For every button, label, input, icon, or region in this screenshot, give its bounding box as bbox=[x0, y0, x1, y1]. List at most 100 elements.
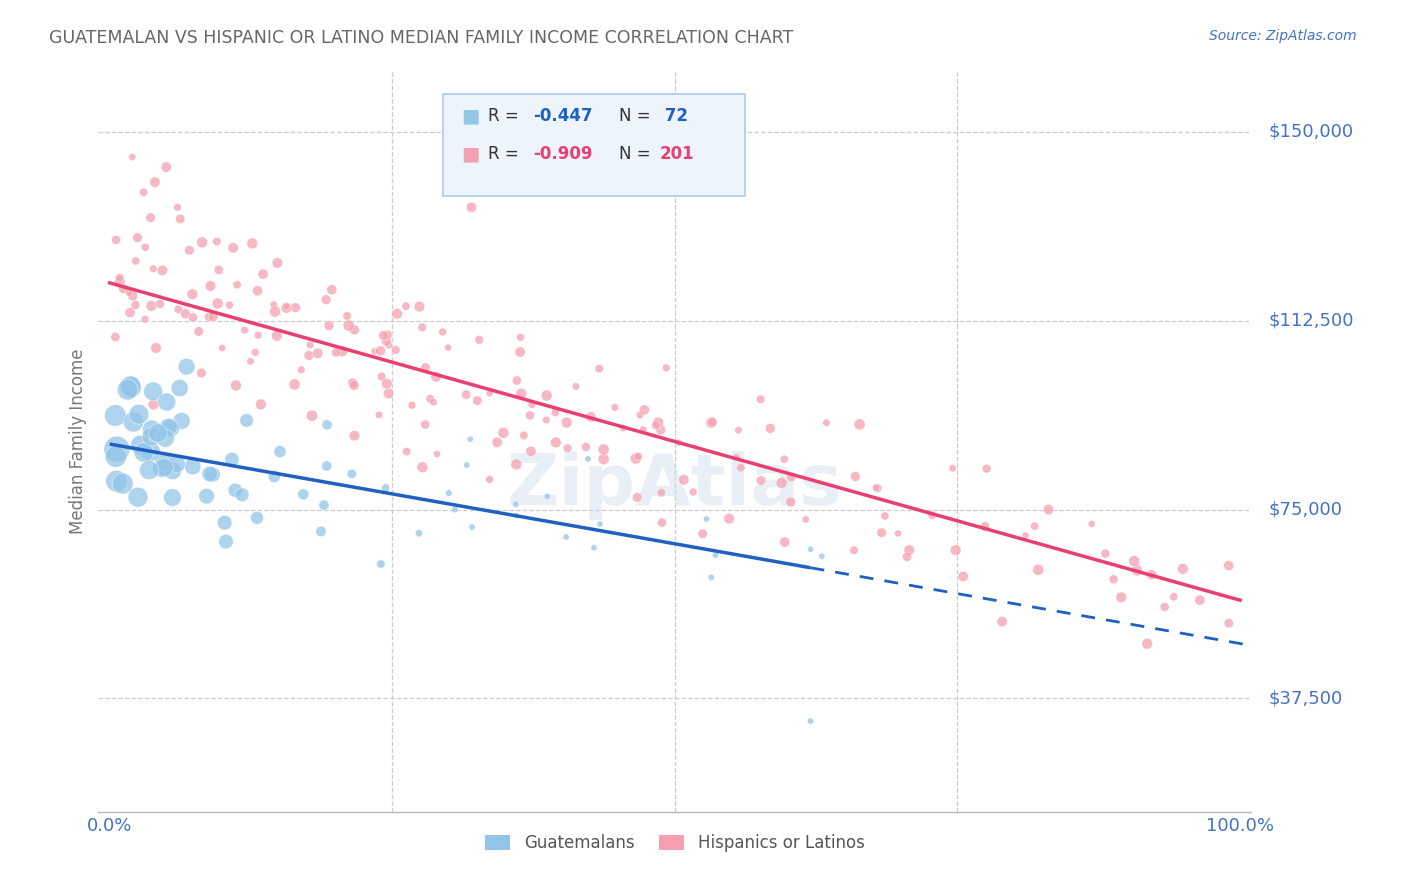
Point bbox=[312, 498, 335, 512]
Point bbox=[651, 516, 673, 530]
Point bbox=[749, 474, 772, 488]
Point bbox=[377, 327, 399, 342]
Point bbox=[264, 304, 287, 318]
Point bbox=[1024, 519, 1046, 533]
Point bbox=[205, 235, 228, 249]
Point bbox=[544, 406, 567, 420]
Point bbox=[246, 511, 269, 525]
Point bbox=[315, 458, 337, 473]
Point bbox=[342, 376, 364, 390]
Point bbox=[246, 284, 269, 298]
Point bbox=[952, 569, 974, 583]
Point bbox=[377, 386, 399, 401]
Point bbox=[214, 516, 236, 530]
Point bbox=[139, 211, 162, 225]
Point bbox=[513, 428, 536, 442]
Point bbox=[284, 301, 307, 315]
Point bbox=[385, 307, 408, 321]
Point bbox=[152, 263, 174, 277]
Point bbox=[145, 341, 167, 355]
Point bbox=[432, 325, 454, 339]
Point bbox=[276, 300, 298, 314]
Point bbox=[582, 541, 605, 555]
Point bbox=[555, 530, 578, 544]
Point bbox=[898, 543, 921, 558]
Point bbox=[343, 428, 366, 442]
Point bbox=[672, 473, 695, 487]
Y-axis label: Median Family Income: Median Family Income bbox=[69, 349, 87, 534]
Point bbox=[505, 458, 527, 472]
Point bbox=[478, 473, 501, 487]
Point bbox=[644, 418, 666, 433]
Point bbox=[198, 467, 221, 481]
Point bbox=[942, 461, 965, 475]
Point bbox=[627, 449, 650, 463]
Point bbox=[190, 366, 212, 380]
Point bbox=[202, 310, 225, 324]
Point bbox=[1163, 590, 1185, 604]
Point bbox=[730, 460, 752, 475]
Point bbox=[592, 452, 614, 467]
Point bbox=[146, 425, 169, 440]
Point bbox=[118, 285, 141, 300]
Point bbox=[887, 526, 910, 541]
Point bbox=[224, 483, 246, 498]
Point bbox=[263, 469, 285, 483]
Point bbox=[166, 457, 188, 471]
Point bbox=[112, 282, 135, 296]
Text: ■: ■ bbox=[461, 145, 479, 164]
Point bbox=[401, 398, 423, 412]
Point bbox=[156, 395, 179, 409]
Point bbox=[700, 416, 723, 430]
Point bbox=[458, 432, 481, 446]
Point bbox=[221, 452, 243, 467]
Point bbox=[612, 421, 634, 435]
Point bbox=[1136, 637, 1159, 651]
Point bbox=[105, 474, 128, 488]
Point bbox=[603, 401, 626, 415]
Point bbox=[945, 543, 967, 558]
Point bbox=[325, 345, 347, 359]
Point bbox=[373, 328, 395, 343]
Point bbox=[870, 525, 893, 540]
Point bbox=[1153, 599, 1175, 614]
Text: -0.909: -0.909 bbox=[533, 145, 592, 163]
Point bbox=[1014, 528, 1036, 542]
Text: GUATEMALAN VS HISPANIC OR LATINO MEDIAN FAMILY INCOME CORRELATION CHART: GUATEMALAN VS HISPANIC OR LATINO MEDIAN … bbox=[49, 29, 793, 46]
Point bbox=[650, 423, 672, 437]
Point bbox=[118, 306, 141, 320]
Point bbox=[143, 175, 166, 189]
Text: N =: N = bbox=[619, 145, 655, 163]
Point bbox=[195, 489, 218, 503]
Point bbox=[142, 261, 165, 276]
Point bbox=[811, 549, 834, 564]
Point bbox=[815, 416, 838, 430]
Point bbox=[132, 445, 155, 459]
Text: $75,000: $75,000 bbox=[1268, 500, 1343, 518]
Point bbox=[207, 296, 229, 310]
Point bbox=[536, 489, 558, 503]
Point bbox=[125, 254, 148, 268]
Point bbox=[461, 520, 484, 534]
Point bbox=[239, 354, 262, 368]
Point bbox=[749, 392, 772, 407]
Text: 201: 201 bbox=[659, 145, 695, 163]
Point bbox=[370, 369, 392, 384]
Point bbox=[117, 383, 139, 397]
Point bbox=[700, 570, 723, 584]
Point bbox=[411, 320, 433, 334]
Point bbox=[411, 460, 433, 475]
Point bbox=[321, 283, 343, 297]
Point bbox=[132, 186, 155, 200]
Point bbox=[108, 270, 131, 285]
Point bbox=[536, 388, 558, 402]
Point bbox=[395, 299, 418, 313]
Point bbox=[167, 302, 190, 317]
Point bbox=[343, 378, 366, 392]
Point bbox=[142, 397, 165, 411]
Point bbox=[718, 511, 741, 525]
Point bbox=[794, 512, 817, 526]
Point bbox=[250, 397, 273, 411]
Point bbox=[243, 345, 266, 359]
Point bbox=[557, 442, 579, 456]
